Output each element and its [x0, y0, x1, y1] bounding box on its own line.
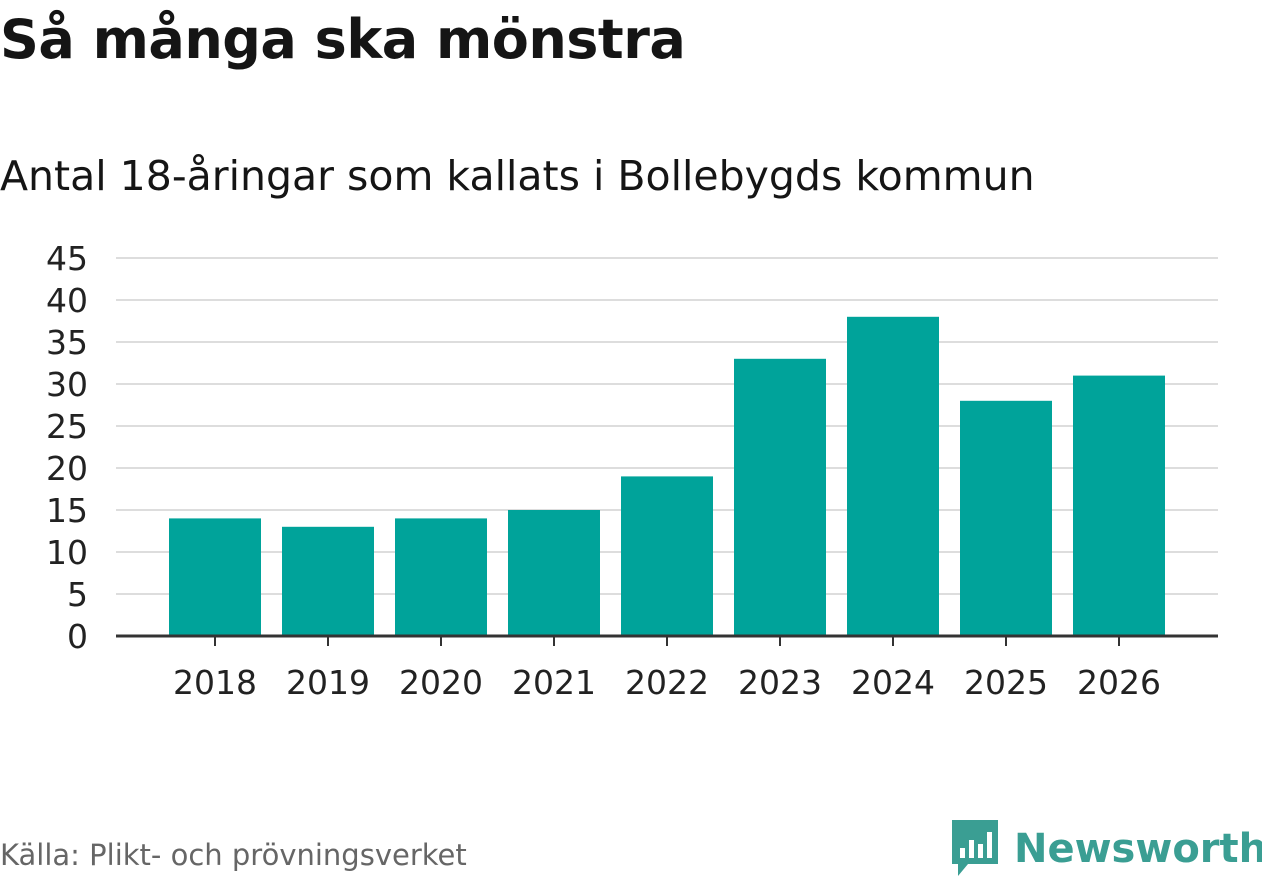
brand-name: Newsworthy [1014, 826, 1262, 872]
x-tick-label: 2021 [512, 663, 596, 702]
source-note: Källa: Plikt- och prövningsverket [0, 838, 467, 872]
y-tick-label: 5 [67, 575, 88, 614]
x-tick-label: 2022 [625, 663, 709, 702]
y-tick-label: 35 [46, 323, 88, 362]
bar-2018 [169, 518, 261, 636]
bar-2024 [847, 316, 939, 636]
bar-2022 [621, 476, 713, 636]
chart-subtitle: Antal 18-åringar som kallats i Bollebygd… [0, 152, 1035, 200]
bar-2025 [960, 400, 1052, 636]
chart-title: Så många ska mönstra [0, 8, 686, 71]
y-tick-label: 10 [46, 533, 88, 572]
y-tick-label: 40 [46, 281, 88, 320]
bars [169, 316, 1165, 636]
x-tick-label: 2020 [399, 663, 483, 702]
x-tick-label: 2019 [286, 663, 370, 702]
y-tick-label: 20 [46, 449, 88, 488]
x-tick-label: 2024 [851, 663, 935, 702]
bar-2021 [508, 510, 600, 636]
y-tick-label: 0 [67, 617, 88, 656]
bar-2026 [1073, 375, 1165, 636]
x-tick-label: 2026 [1077, 663, 1161, 702]
x-axis-ticks: 2018 2019 2020 2021 2022 2023 2024 2025 2026 [173, 636, 1161, 702]
x-tick-label: 2023 [738, 663, 822, 702]
bar-2019 [282, 526, 374, 636]
x-tick-label: 2018 [173, 663, 257, 702]
x-tick-label: 2025 [964, 663, 1048, 702]
y-tick-label: 25 [46, 407, 88, 446]
y-tick-label: 45 [46, 239, 88, 278]
newsworthy-logo-icon [952, 820, 998, 876]
y-tick-label: 30 [46, 365, 88, 404]
bar-2020 [395, 518, 487, 636]
y-tick-label: 15 [46, 491, 88, 530]
bar-2023 [734, 358, 826, 636]
brand-logo: Newsworthy [950, 818, 1262, 880]
